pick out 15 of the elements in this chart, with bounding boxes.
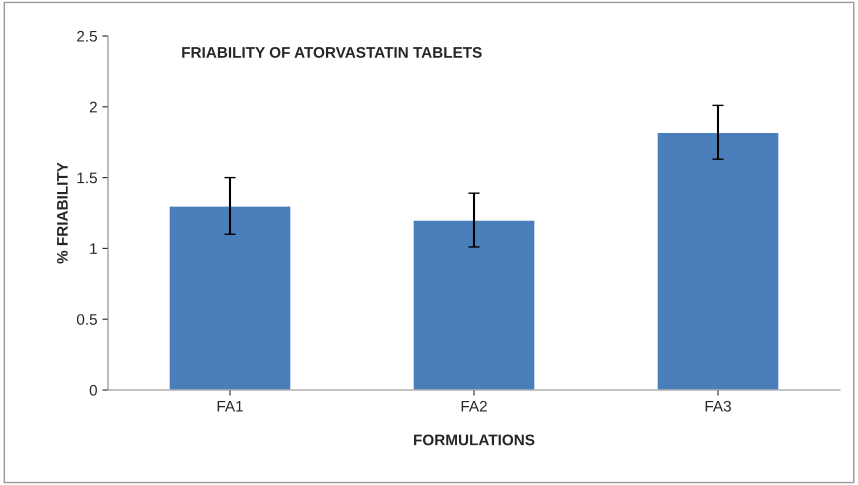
y-axis-title: % FRIABILITY bbox=[56, 162, 68, 264]
x-tick-label: FA1 bbox=[218, 400, 243, 412]
bar bbox=[168, 205, 292, 390]
y-tick-label: 0.5 bbox=[76, 314, 97, 325]
x-axis-title: FORMULATIONS bbox=[414, 434, 534, 446]
y-tick-label: 1 bbox=[90, 243, 97, 254]
y-tick-label: 0 bbox=[90, 384, 97, 396]
y-tick-label: 2 bbox=[90, 102, 97, 112]
bar bbox=[656, 132, 780, 390]
x-tick-label: FA3 bbox=[706, 400, 731, 412]
y-tick-label: 2.5 bbox=[77, 30, 97, 42]
x-tick-label: FA2 bbox=[462, 400, 487, 412]
bar bbox=[412, 219, 536, 390]
y-tick-label: 1.5 bbox=[78, 172, 97, 184]
text: FRIABILITY OF ATORVASTATIN TABLETS bbox=[182, 47, 482, 58]
